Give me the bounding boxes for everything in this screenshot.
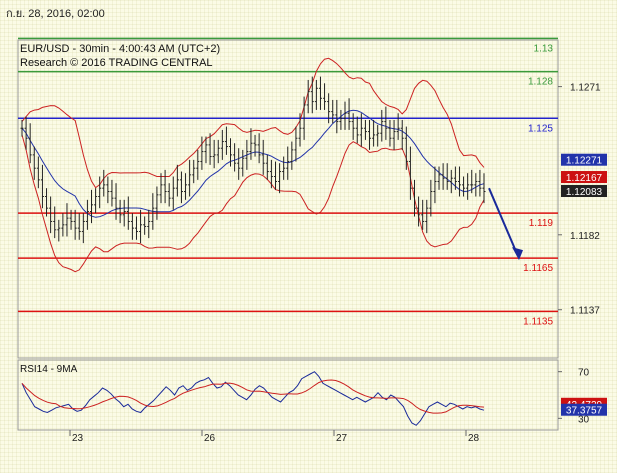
rsi-badges: 42.472937.3757 (561, 397, 607, 417)
forecast-arrow-head (512, 247, 523, 261)
rsi-badge (561, 403, 607, 416)
rsi-badge-label: 37.3757 (566, 406, 603, 417)
moving-average (21, 109, 485, 218)
price-badge-label: 1.12167 (566, 173, 603, 184)
price-badge (561, 185, 607, 198)
level-label: 1.128 (528, 77, 553, 88)
level-label: 1.1165 (523, 263, 553, 274)
price-badges: 1.12271 1.12167 1.12083 (561, 153, 607, 198)
rsi-tick-label: 30 (578, 414, 590, 425)
price-badge (561, 153, 607, 166)
level-label: 1.125 (528, 123, 553, 134)
date-header: ก.ย. 28, 2016, 02:00 (6, 8, 105, 20)
candles (20, 76, 486, 244)
price-tick-label: 1.1182 (570, 231, 600, 242)
chart-subtitle: Research © 2016 TRADING CENTRAL (20, 57, 213, 69)
rsi-label: RSI14 - 9MA (20, 364, 78, 375)
rsi-tick-label: 70 (578, 368, 590, 379)
rsi-axis: 70 30 (558, 368, 590, 425)
time-tick-label: 26 (204, 433, 216, 444)
rsi-lines (21, 371, 485, 426)
price-badge-label: 1.12271 (566, 156, 603, 167)
time-tick-label: 23 (72, 433, 84, 444)
forecast-arrow (488, 187, 523, 261)
time-tick-label: 27 (336, 433, 348, 444)
price-panel-frame (17, 39, 559, 359)
rsi-ma-line (21, 379, 485, 414)
price-tick-label: 1.1271 (570, 83, 601, 94)
forecast-arrow-shaft (488, 187, 519, 257)
level-label: 1.13 (534, 43, 554, 54)
price-badge-label: 1.12083 (566, 187, 603, 198)
chart-title: EUR/USD - 30min - 4:00:43 AM (UTC+2) (20, 43, 220, 55)
levels: 1.13 1.128 1.125 1.119 1.1165 1.1135 (18, 37, 558, 327)
level-label: 1.119 (529, 218, 554, 229)
price-axis: 1.1271 1.1182 1.1137 (558, 83, 601, 317)
bollinger-upper (21, 57, 485, 189)
rsi-line (21, 371, 485, 426)
time-tick-label: 28 (468, 433, 480, 444)
bollinger-bands (21, 57, 485, 273)
rsi-panel-frame (17, 359, 559, 431)
level-label: 1.1135 (523, 316, 553, 327)
time-axis: 23 26 27 28 (69, 430, 480, 444)
price-tick-label: 1.1137 (570, 306, 600, 317)
price-badge (561, 171, 607, 184)
